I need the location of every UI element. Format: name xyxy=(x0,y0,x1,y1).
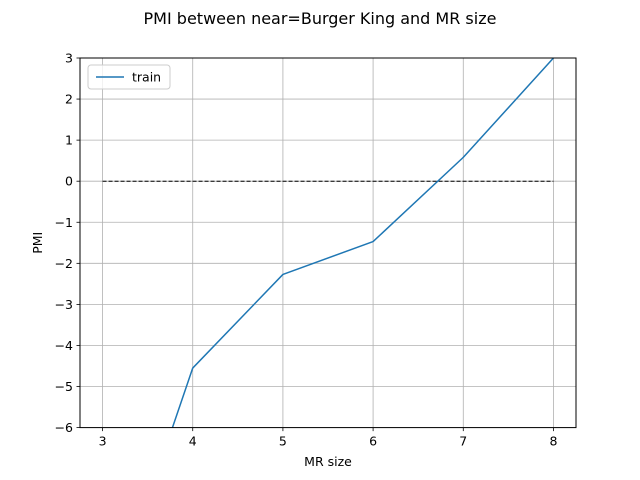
plot-frame xyxy=(79,57,577,429)
y-tick-label: 2 xyxy=(65,92,73,107)
y-tick-label: 3 xyxy=(65,51,73,66)
y-tick-label: −6 xyxy=(55,420,73,435)
x-tick-label: 7 xyxy=(459,434,467,449)
legend-box xyxy=(87,64,171,90)
x-tick-label: 8 xyxy=(549,434,557,449)
x-tick-label: 4 xyxy=(189,434,197,449)
y-tick-label: −5 xyxy=(55,379,73,394)
y-axis-label: PMI xyxy=(30,232,45,254)
chart-title: PMI between near=Burger King and MR size xyxy=(144,9,497,28)
plot-area xyxy=(102,58,555,428)
y-tick-label: −2 xyxy=(55,256,73,271)
axes-ticks: 3 4 5 6 7 8 3 2 1 0 −1 −2 −3 −4 −5 −6 xyxy=(55,51,558,449)
y-tick-label: 0 xyxy=(65,174,73,189)
legend: train xyxy=(87,64,171,90)
y-tick-label: 1 xyxy=(65,133,73,148)
legend-label: train xyxy=(132,70,161,85)
x-axis-label: MR size xyxy=(304,454,352,469)
y-tick-label: −4 xyxy=(55,338,73,353)
y-tick-label: −3 xyxy=(55,297,73,312)
x-tick-label: 6 xyxy=(369,434,377,449)
x-tick-label: 5 xyxy=(279,434,287,449)
x-tick-label: 3 xyxy=(99,434,107,449)
series-line-train xyxy=(171,58,555,428)
y-tick-label: −1 xyxy=(55,215,73,230)
